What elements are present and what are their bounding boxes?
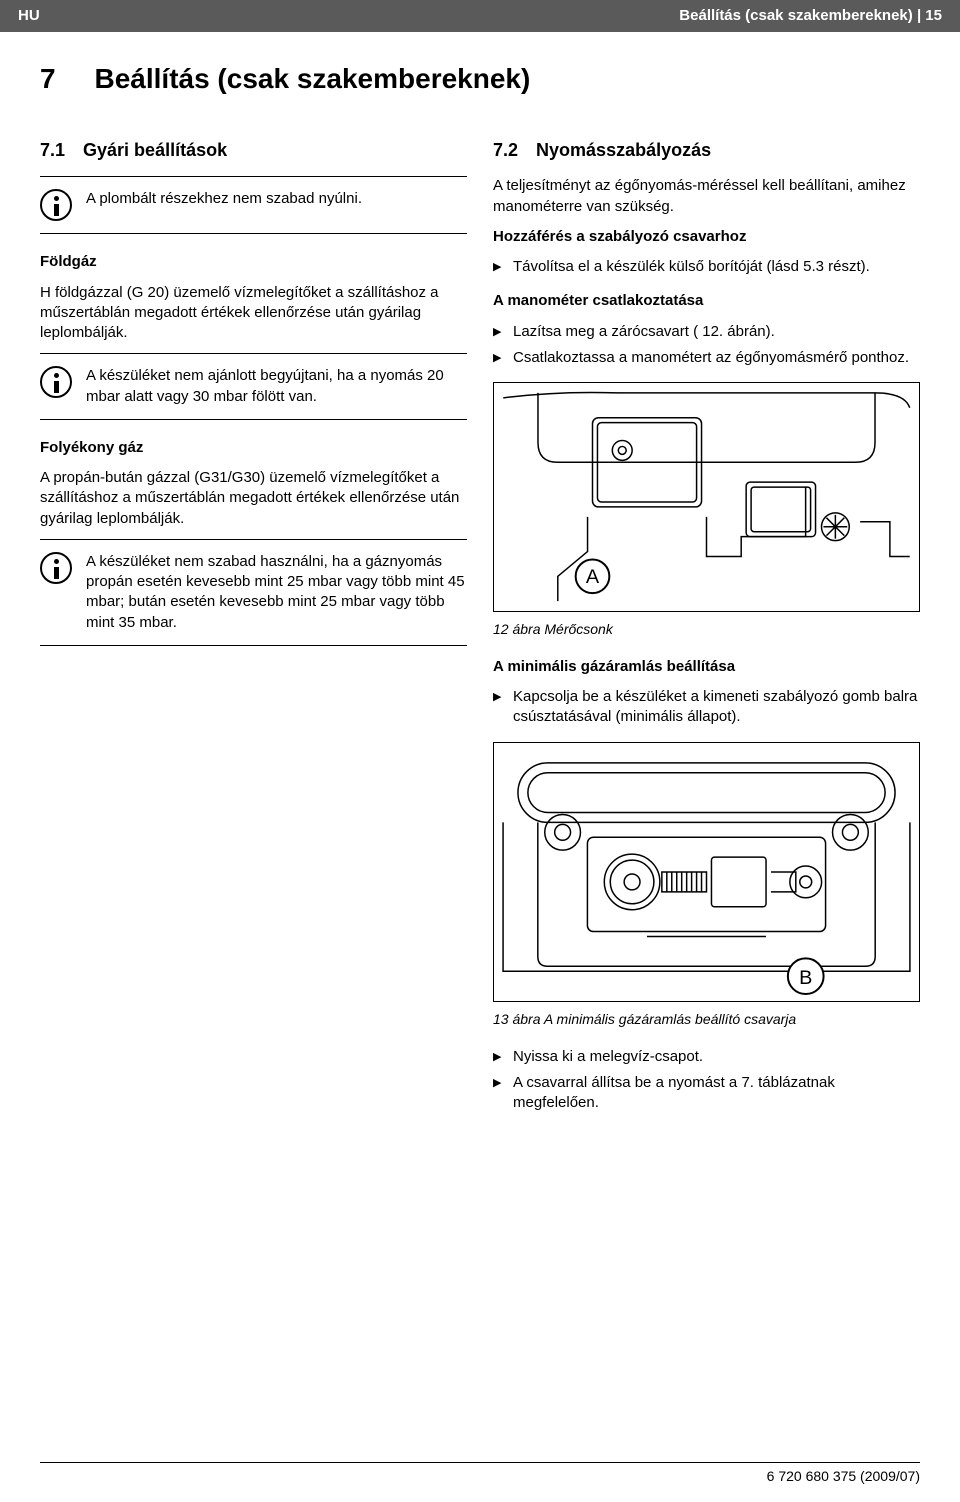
figure-12-label: A bbox=[586, 566, 600, 588]
folyekony-heading: Folyékony gáz bbox=[40, 438, 467, 458]
manometer-item-2: Csatlakoztassa a manométert az égőnyomás… bbox=[493, 348, 920, 368]
p-7-2-intro: A teljesítményt az égőnyomás-méréssel ke… bbox=[493, 176, 920, 217]
info-text-3: A készüléket nem szabad használni, ha a … bbox=[86, 552, 467, 633]
info-icon bbox=[40, 189, 72, 221]
foldgaz-paragraph: H földgázzal (G 20) üzemelő vízmelegítők… bbox=[40, 283, 467, 344]
left-column: 7.1 Gyári beállítások A plombált részekh… bbox=[40, 138, 467, 1127]
figure-13-svg: B bbox=[494, 743, 919, 1001]
page-footer: 6 720 680 375 (2009/07) bbox=[40, 1462, 920, 1486]
page-body: 7 Beállítás (csak szakembereknek) 7.1 Gy… bbox=[0, 32, 960, 1492]
figure-12-svg: A bbox=[494, 383, 919, 611]
manometer-heading: A manométer csatlakoztatása bbox=[493, 291, 920, 311]
end-item-2: A csavarral állítsa be a nyomást a 7. tá… bbox=[493, 1073, 920, 1114]
section-7-2-heading: 7.2 Nyomásszabályozás bbox=[493, 138, 920, 162]
end-item-1: Nyissa ki a melegvíz-csapot. bbox=[493, 1047, 920, 1067]
info-box-1: A plombált részekhez nem szabad nyúlni. bbox=[40, 176, 467, 234]
hozzaferes-heading: Hozzáférés a szabályozó csavarhoz bbox=[493, 227, 920, 247]
section-7-1-heading: 7.1 Gyári beállítások bbox=[40, 138, 467, 162]
header-right: Beállítás (csak szakembereknek) | 15 bbox=[679, 6, 942, 26]
figure-12-caption: 12 ábra Mérőcsonk bbox=[493, 620, 920, 639]
hozzaferes-list: Távolítsa el a készülék külső borítóját … bbox=[493, 257, 920, 277]
hozzaferes-item: Távolítsa el a készülék külső borítóját … bbox=[493, 257, 920, 277]
footer-text: 6 720 680 375 (2009/07) bbox=[767, 1468, 920, 1484]
manometer-list: Lazítsa meg a zárócsavart ( 12. ábrán). … bbox=[493, 322, 920, 369]
figure-13: B bbox=[493, 742, 920, 1002]
columns: 7.1 Gyári beállítások A plombált részekh… bbox=[40, 138, 920, 1127]
info-text-2: A készüléket nem ajánlott begyújtani, ha… bbox=[86, 366, 467, 407]
folyekony-paragraph: A propán-bután gázzal (G31/G30) üzemelő … bbox=[40, 468, 467, 529]
foldgaz-heading: Földgáz bbox=[40, 252, 467, 272]
info-box-3: A készüléket nem szabad használni, ha a … bbox=[40, 539, 467, 646]
header-left: HU bbox=[18, 6, 40, 26]
section-7-1-title: Gyári beállítások bbox=[83, 138, 227, 162]
chapter-text: Beállítás (csak szakembereknek) bbox=[94, 63, 530, 94]
section-7-1-num: 7.1 bbox=[40, 138, 65, 162]
chapter-title: 7 Beállítás (csak szakembereknek) bbox=[40, 60, 920, 98]
figure-13-caption: 13 ábra A minimális gázáramlás beállító … bbox=[493, 1010, 920, 1029]
figure-13-label: B bbox=[799, 967, 812, 989]
minimal-list: Kapcsolja be a készüléket a kimeneti sza… bbox=[493, 687, 920, 728]
info-icon bbox=[40, 366, 72, 398]
section-7-2-title: Nyomásszabályozás bbox=[536, 138, 711, 162]
info-text-1: A plombált részekhez nem szabad nyúlni. bbox=[86, 189, 467, 221]
info-box-2: A készüléket nem ajánlott begyújtani, ha… bbox=[40, 353, 467, 420]
minimal-heading: A minimális gázáramlás beállítása bbox=[493, 657, 920, 677]
chapter-num: 7 bbox=[40, 63, 56, 94]
manometer-item-1: Lazítsa meg a zárócsavart ( 12. ábrán). bbox=[493, 322, 920, 342]
end-list: Nyissa ki a melegvíz-csapot. A csavarral… bbox=[493, 1047, 920, 1114]
right-column: 7.2 Nyomásszabályozás A teljesítményt az… bbox=[493, 138, 920, 1127]
minimal-item: Kapcsolja be a készüléket a kimeneti sza… bbox=[493, 687, 920, 728]
figure-12: A bbox=[493, 382, 920, 612]
page-header: HU Beállítás (csak szakembereknek) | 15 bbox=[0, 0, 960, 32]
section-7-2-num: 7.2 bbox=[493, 138, 518, 162]
info-icon bbox=[40, 552, 72, 584]
